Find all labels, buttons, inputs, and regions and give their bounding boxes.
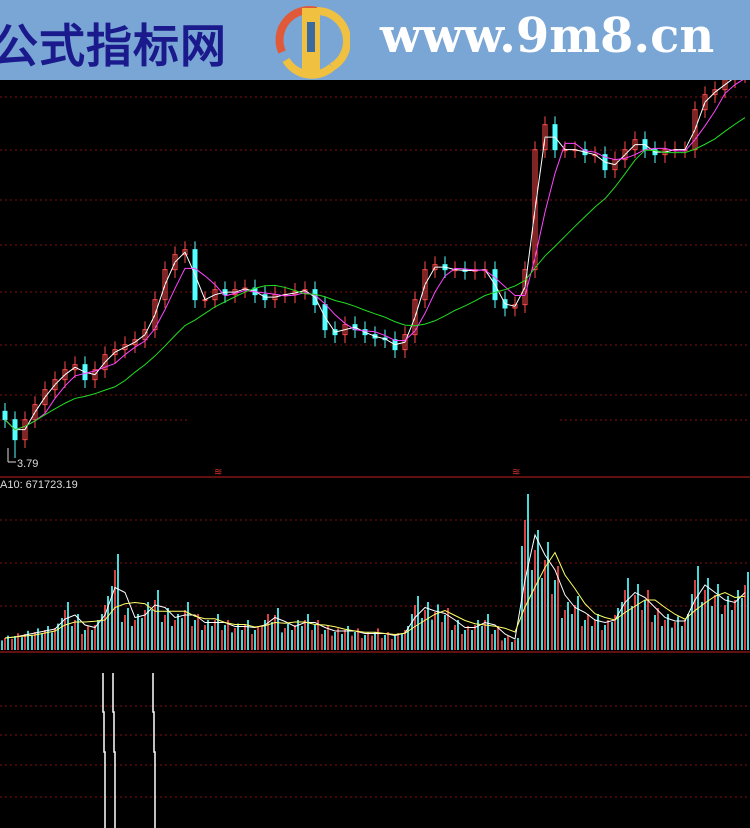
signal-line [152, 673, 156, 828]
site-logo [275, 6, 350, 79]
candle-body [122, 344, 128, 351]
candle-body [142, 329, 148, 341]
candle-body [162, 269, 168, 301]
signal-line [102, 673, 106, 828]
volume-ma-label: A10: 671723.19 [0, 479, 78, 491]
candle-body [422, 269, 428, 301]
event-marker: ≋ [512, 467, 520, 478]
candle-body [2, 410, 8, 421]
candle-body [72, 364, 78, 371]
candle-body [132, 339, 138, 346]
candle-body [412, 299, 418, 336]
candle-body [172, 254, 178, 271]
candle-body [182, 249, 188, 256]
candle-body [62, 369, 68, 381]
low-price-marker: 3.79 [17, 458, 39, 470]
candle-body [702, 94, 708, 111]
banner-title: 公式指标网 [0, 19, 227, 73]
ma30-line [4, 117, 746, 431]
candle-body [112, 349, 118, 356]
candle-body [42, 389, 48, 406]
ma10-line [4, 77, 746, 431]
volume-ma2-line [4, 551, 746, 639]
ma5-line [4, 71, 746, 431]
candle-body [532, 149, 538, 271]
candle-body [32, 404, 38, 421]
event-marker: ≋ [214, 467, 222, 478]
signal-line [112, 673, 116, 828]
watermark-banner: 公式指标网 www.9m8.cn [0, 0, 750, 80]
candle-body [622, 149, 628, 161]
candle-body [52, 379, 58, 391]
banner-url: www.9m8.cn [380, 8, 715, 64]
candle-body [712, 89, 718, 96]
candle-body [152, 299, 158, 331]
volume-ma1-line [4, 533, 746, 640]
candle-body [102, 354, 108, 371]
